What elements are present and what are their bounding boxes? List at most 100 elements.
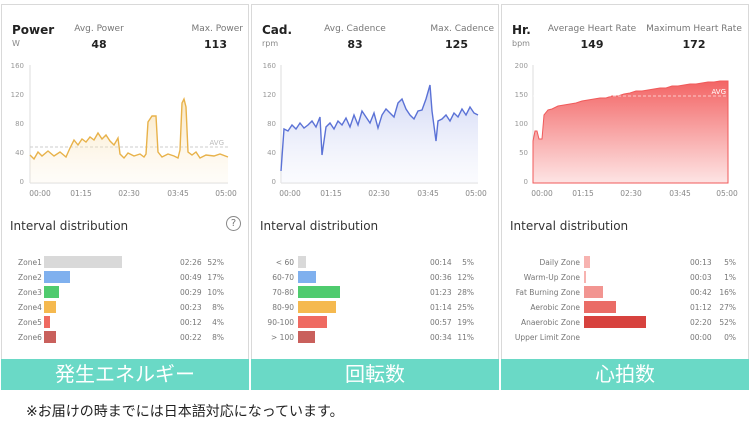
zone-label: 60-70 <box>272 273 294 282</box>
zone-label: Zone3 <box>18 288 42 297</box>
power-unit: W <box>12 39 20 48</box>
zone-pct: 25% <box>457 303 474 312</box>
interval-distribution-title: Interval distribution <box>510 219 629 233</box>
zone-pct: 52% <box>207 258 224 267</box>
x-tick: 02:30 <box>620 189 642 198</box>
zone-row: Fat Burning Zone 00:42 16% <box>502 285 748 300</box>
zone-time: 00:57 <box>430 318 452 327</box>
zone-time: 01:23 <box>430 288 452 297</box>
zone-label: Fat Burning Zone <box>515 288 580 297</box>
x-tick: 03:45 <box>167 189 189 198</box>
zone-row: Zone2 00:49 17% <box>2 270 248 285</box>
heart-rate-chart-svg: 200 150 100 50 0 AVG 00:00 01:15 02:30 0… <box>515 62 738 198</box>
cadence-header: Cad. rpm Avg. Cadence 83 Max. Cadence 12… <box>252 17 498 57</box>
avg-power-label: Avg. Power <box>74 24 124 34</box>
y-tick: 0 <box>524 178 528 186</box>
avg-cadence-value: 83 <box>347 38 363 51</box>
interval-distribution-title: Interval distribution <box>10 219 129 233</box>
cadence-area <box>281 85 478 183</box>
zone-pct: 5% <box>724 258 736 267</box>
zone-time: 00:03 <box>690 273 712 282</box>
cadence-panel: Cad. rpm Avg. Cadence 83 Max. Cadence 12… <box>251 4 499 390</box>
heart-rate-panel: Hr. bpm Average Heart Rate 149 Maximum H… <box>501 4 749 390</box>
y-tick: 80 <box>15 120 24 128</box>
zone-label: 90-100 <box>267 318 294 327</box>
avg-power-value: 48 <box>91 38 107 51</box>
zone-pct: 27% <box>719 303 736 312</box>
zone-label: Upper Limit Zone <box>514 333 580 342</box>
x-tick: 02:30 <box>368 189 390 198</box>
x-tick: 00:00 <box>279 189 301 198</box>
zone-pct: 4% <box>212 318 224 327</box>
zone-pct: 1% <box>724 273 736 282</box>
zone-time: 00:36 <box>430 273 452 282</box>
power-panel: Power W Avg. Power 48 Max. Power 113 160… <box>1 4 249 390</box>
zone-time: 00:14 <box>430 258 452 267</box>
zone-label: Anaerobic Zone <box>520 318 580 327</box>
zone-label: > 100 <box>271 333 294 342</box>
zone-pct: 10% <box>207 288 224 297</box>
power-line <box>29 96 229 161</box>
y-tick: 120 <box>263 91 276 99</box>
zone-label: < 60 <box>275 258 294 267</box>
zone-row: Zone1 02:26 52% <box>2 255 248 270</box>
zone-bar <box>584 256 590 268</box>
zone-label: Zone1 <box>18 258 42 267</box>
zone-row: > 100 00:34 11% <box>252 330 498 345</box>
zone-row: Warm-Up Zone 00:03 1% <box>502 270 748 285</box>
x-tick: 02:30 <box>118 189 140 198</box>
zone-row: Aerobic Zone 01:12 27% <box>502 300 748 315</box>
power-chart-svg: 160 120 80 40 0 AVG 00:00 01:15 02:30 03… <box>11 62 237 198</box>
zone-pct: 8% <box>212 333 224 342</box>
zone-label: 70-80 <box>272 288 294 297</box>
power-caption: 発生エネルギー <box>1 359 249 390</box>
zone-pct: 52% <box>719 318 736 327</box>
y-tick: 50 <box>519 149 528 157</box>
zone-row: Zone3 00:29 10% <box>2 285 248 300</box>
heart-rate-unit: bpm <box>512 39 530 48</box>
power-area <box>30 99 228 183</box>
cadence-caption: 回転数 <box>251 359 499 390</box>
zone-bar <box>44 256 122 268</box>
interval-distribution-title: Interval distribution <box>260 219 379 233</box>
zone-bar <box>44 316 50 328</box>
zone-pct: 8% <box>212 303 224 312</box>
avg-cadence-label: Avg. Cadence <box>324 24 386 34</box>
zone-bar <box>584 316 647 328</box>
y-tick: 0 <box>272 178 276 186</box>
zone-time: 00:22 <box>180 333 202 342</box>
y-tick: 100 <box>515 120 528 128</box>
zone-time: 00:34 <box>430 333 452 342</box>
y-tick: 0 <box>20 178 24 186</box>
zone-label: Warm-Up Zone <box>523 273 580 282</box>
zone-bar <box>298 271 316 283</box>
help-icon[interactable]: ? <box>226 216 241 231</box>
zone-time: 02:26 <box>180 258 202 267</box>
zone-row: 70-80 01:23 28% <box>252 285 498 300</box>
heart-rate-caption: 心拍数 <box>501 359 749 390</box>
avg-heart-rate-value: 149 <box>580 38 604 51</box>
power-chart: 160 120 80 40 0 AVG 00:00 01:15 02:30 03… <box>2 55 248 205</box>
zone-time: 00:12 <box>180 318 202 327</box>
y-tick: 160 <box>263 62 276 70</box>
y-tick: 40 <box>15 149 24 157</box>
zone-bar <box>44 286 59 298</box>
x-tick: 00:00 <box>29 189 51 198</box>
y-tick: 40 <box>267 149 276 157</box>
max-cadence-value: 125 <box>445 38 468 51</box>
cadence-unit: rpm <box>262 39 279 48</box>
x-tick: 03:45 <box>669 189 691 198</box>
heart-rate-chart: 200 150 100 50 0 AVG 00:00 01:15 02:30 0… <box>502 55 748 205</box>
max-heart-rate-value: 172 <box>682 38 706 51</box>
zone-label: Zone4 <box>18 303 42 312</box>
x-tick: 01:15 <box>572 189 594 198</box>
zone-label: 80-90 <box>272 303 294 312</box>
zone-label: Daily Zone <box>539 258 580 267</box>
zone-bar <box>44 271 70 283</box>
zone-pct: 12% <box>457 273 474 282</box>
zone-time: 01:14 <box>430 303 452 312</box>
avg-marker: AVG <box>711 88 726 96</box>
zone-bar <box>298 316 327 328</box>
cadence-chart-svg: 160 120 80 40 0 00:00 01:15 02:30 03:45 … <box>263 62 487 198</box>
zone-pct: 17% <box>207 273 224 282</box>
